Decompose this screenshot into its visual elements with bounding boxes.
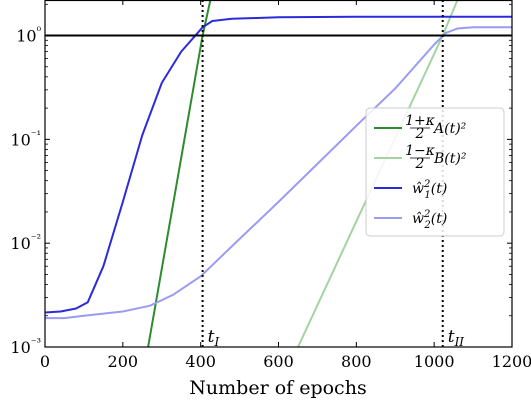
vline-label-t_I: tI (208, 327, 220, 349)
x-tick-label: 600 (263, 352, 294, 371)
legend-box (365, 107, 505, 237)
x-axis-title: Number of epochs (189, 377, 366, 399)
legend-frac-den-1: 2 (415, 126, 425, 142)
y-tick-label: 10⁻³ (10, 336, 41, 357)
series-line-4 (45, 26, 512, 320)
x-tick-label: 400 (185, 352, 216, 371)
x-tick-label: 200 (108, 352, 139, 371)
x-tick-label: 1200 (492, 352, 531, 371)
legend-label-2: B(t)² (433, 151, 467, 167)
legend-frac-num-1: 1+κ (405, 113, 435, 129)
legend: 1+κ2 A(t)²1−κ2 B(t)²ŵ2 1(t)ŵ2 2(t) (365, 107, 505, 237)
series-line-1 (147, 0, 212, 347)
y-tick-label: 10⁰ (16, 25, 41, 46)
legend-frac-den-2: 2 (415, 156, 425, 172)
x-tick-label: 1000 (414, 352, 455, 371)
vline-label-t_II: tII (448, 327, 465, 349)
y-tick-label: 10⁻² (10, 232, 41, 253)
series-line-3 (45, 15, 512, 314)
x-tick-label: 0 (40, 352, 50, 371)
x-tick-label: 800 (341, 352, 372, 371)
legend-label-3: ŵ2 1(t) (412, 179, 447, 201)
y-tick-label: 10⁻¹ (10, 128, 41, 149)
legend-label-4: ŵ2 2(t) (412, 209, 447, 231)
legend-frac-num-2: 1−κ (405, 143, 435, 159)
legend-label-1: A(t)² (432, 121, 467, 137)
